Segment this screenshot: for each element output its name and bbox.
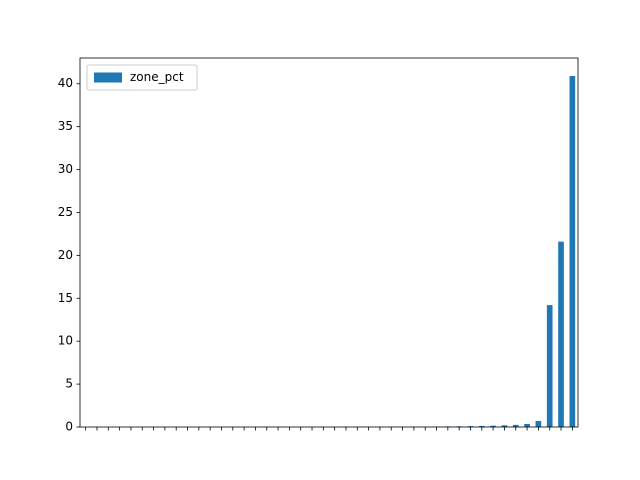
legend-swatch bbox=[94, 72, 122, 83]
x-tick-label: 5/ST-P bbox=[157, 433, 171, 470]
bar bbox=[558, 241, 564, 427]
bar bbox=[569, 76, 576, 427]
x-tick-label: P/ST-C bbox=[101, 433, 115, 471]
y-tick-label: 15 bbox=[58, 291, 73, 305]
x-tick-label: R-10 bbox=[463, 433, 477, 460]
x-tick-label: RR-20 bbox=[191, 433, 205, 469]
x-tick-label: D/ST-C bbox=[225, 433, 239, 473]
x-tick-label: PD bbox=[429, 433, 443, 449]
x-tick-label: D/ST-P bbox=[282, 433, 296, 472]
x-tick-label: R-6 bbox=[508, 433, 522, 453]
x-tick-label: D/ST-C bbox=[327, 433, 341, 473]
legend-box bbox=[86, 64, 198, 91]
bar bbox=[490, 425, 496, 427]
x-tick-label: RR-10 bbox=[203, 433, 217, 469]
x-tick-label: A bbox=[554, 432, 568, 441]
y-tick-label: 25 bbox=[58, 205, 73, 219]
bar bbox=[501, 425, 508, 427]
x-tick-label: 1/ST-P bbox=[169, 433, 183, 470]
x-tick-label: IG bbox=[361, 433, 375, 446]
x-tick-label: C bbox=[565, 433, 579, 441]
bar bbox=[478, 425, 485, 427]
x-tick-label: R-2 bbox=[497, 433, 511, 453]
x-tick-label: CG bbox=[395, 433, 409, 451]
x-tick-label: ST-C bbox=[180, 433, 194, 460]
bar bbox=[512, 424, 519, 427]
x-tick-label: R/ST-C bbox=[89, 433, 103, 472]
x-tick-label: 1/ST-C bbox=[338, 433, 352, 471]
x-tick-label: CN bbox=[372, 433, 386, 450]
x-tick-label: 4/ST-P bbox=[237, 433, 251, 470]
x-tick-label: RUR-1 bbox=[78, 433, 92, 470]
y-tick-label: 5 bbox=[65, 377, 73, 391]
x-tick-label: ST-R bbox=[440, 433, 454, 460]
bar bbox=[467, 426, 474, 427]
x-tick-label: ST-CE bbox=[259, 433, 273, 467]
x-tick-label: G/ST-P bbox=[384, 433, 398, 472]
legend-label: zone_pct bbox=[130, 70, 184, 84]
x-tick-label: RR-4 bbox=[406, 433, 420, 461]
x-tick-label: /ST-CE bbox=[112, 433, 126, 471]
x-tick-label: ST-CE bbox=[135, 433, 149, 467]
x-tick-label: R-20 bbox=[452, 433, 466, 460]
x-tick-label: ST-CE bbox=[293, 433, 307, 467]
x-tick-label: D/ST-R bbox=[305, 433, 319, 473]
x-tick-label: ST-CE bbox=[248, 433, 262, 467]
x-tick-label: SPD bbox=[531, 433, 545, 457]
x-tick-label: PDC bbox=[418, 433, 432, 458]
bar bbox=[546, 305, 553, 427]
x-tick-label: O bbox=[542, 433, 556, 442]
y-tick-label: 30 bbox=[58, 162, 73, 176]
y-tick-label: 35 bbox=[58, 119, 73, 133]
x-tick-label: IL bbox=[350, 433, 364, 444]
y-tick-label: 40 bbox=[58, 76, 73, 90]
y-tick-label: 0 bbox=[65, 420, 73, 434]
y-tick-label: 20 bbox=[58, 248, 73, 262]
x-tick-label: R-6/PD bbox=[214, 433, 228, 473]
y-tick-label: 10 bbox=[58, 334, 73, 348]
bar bbox=[535, 420, 542, 427]
x-tick-label: PC bbox=[486, 433, 500, 449]
bar bbox=[524, 423, 530, 427]
x-tick-label: D/ST-P bbox=[474, 433, 488, 472]
x-tick-label: R-8 bbox=[146, 433, 160, 453]
x-tick-label: ST-CE bbox=[271, 433, 285, 467]
x-tick-label: RR-1 bbox=[316, 433, 330, 461]
x-tick-label: R-4 bbox=[520, 433, 534, 453]
x-tick-label: N/ST-P bbox=[123, 433, 137, 471]
axes-frame bbox=[79, 57, 579, 428]
